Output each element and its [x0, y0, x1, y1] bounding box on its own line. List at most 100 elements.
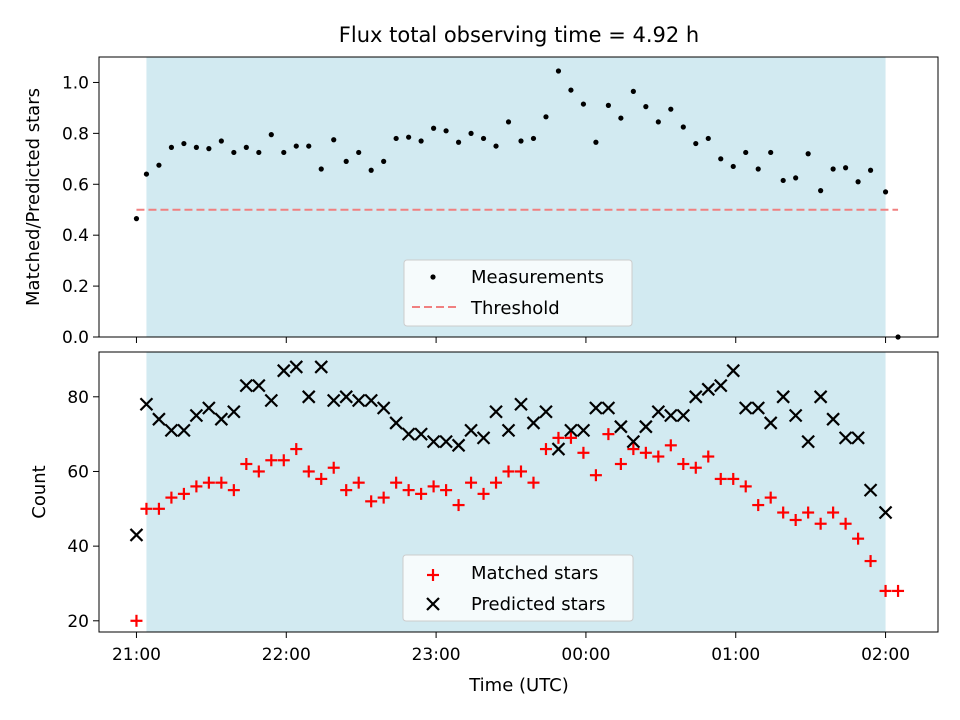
- predicted-stars-point: [776, 390, 790, 404]
- matched-stars-point: [839, 517, 852, 530]
- predicted-stars-point: [589, 401, 603, 415]
- predicted-stars-point: [713, 378, 728, 393]
- measurement-point: [331, 137, 337, 143]
- measurement-point: [818, 188, 824, 194]
- matched-stars-point: [539, 443, 552, 456]
- matched-stars-point: [827, 506, 840, 519]
- measurement-point: [256, 149, 262, 156]
- predicted-stars-point: [651, 404, 666, 419]
- measurement-point: [580, 101, 587, 107]
- matched-stars-point: [502, 465, 515, 478]
- matched-stars-point: [165, 491, 178, 504]
- matched-stars-point: [140, 502, 153, 515]
- predicted-stars-point: [189, 408, 204, 423]
- matched-stars-point: [465, 476, 478, 489]
- predicted-stars-point: [139, 397, 154, 412]
- matched-stars-point: [202, 476, 215, 489]
- measurement-point: [680, 124, 686, 130]
- matched-stars-point: [177, 487, 190, 500]
- measurement-point: [780, 177, 786, 184]
- measurement-point: [882, 189, 889, 195]
- count-xtick-label: 23:00: [412, 645, 461, 665]
- measurement-point: [281, 149, 287, 156]
- measurement-point: [231, 149, 237, 156]
- predicted-stars-point: [314, 360, 329, 374]
- measurement-point: [243, 144, 249, 150]
- predicted-stars-point: [389, 416, 403, 430]
- matched-stars-point: [689, 461, 702, 474]
- count-ytick-label: 60: [67, 462, 89, 482]
- measurement-point: [455, 139, 462, 145]
- matched-stars-point: [664, 439, 677, 452]
- matched-stars-point: [552, 431, 565, 444]
- predicted-stars-point: [551, 442, 566, 456]
- predicted-stars-point: [838, 431, 853, 445]
- matched-stars-point: [789, 514, 802, 526]
- measurement-point: [143, 171, 150, 177]
- predicted-stars-point: [439, 434, 453, 449]
- measurement-point: [843, 165, 849, 171]
- predicted-stars-point: [277, 363, 291, 378]
- matched-stars-point: [452, 499, 465, 512]
- predicted-stars-point: [264, 393, 279, 408]
- predicted-stars-point: [726, 363, 741, 378]
- matched-stars-point: [365, 495, 378, 508]
- chart-title: Flux total observing time = 4.92 h: [339, 23, 699, 47]
- matched-stars-point: [814, 517, 827, 530]
- ratio-ytick-label: 1.0: [62, 73, 89, 93]
- measurement-point: [193, 144, 199, 150]
- matched-stars-point: [240, 458, 253, 470]
- predicted-stars-point: [689, 390, 703, 404]
- matched-stars-point: [702, 450, 715, 463]
- measurement-point: [618, 115, 624, 121]
- ratio-ytick-label: 0.4: [62, 226, 89, 246]
- ratio-x-axis-ticks: [135, 337, 887, 343]
- measurement-point: [381, 158, 387, 164]
- predicted-stars-point: [878, 505, 893, 520]
- count-xtick-label: 22:00: [262, 645, 311, 665]
- matched-stars-point: [879, 584, 892, 597]
- matched-stars-point: [527, 476, 540, 489]
- predicted-stars-point: [626, 434, 641, 449]
- predicted-stars-point: [451, 438, 466, 453]
- measurement-point: [480, 135, 487, 142]
- matched-stars-point: [777, 506, 790, 519]
- measurement-point: [705, 135, 711, 142]
- matched-stars-point: [265, 454, 278, 467]
- matched-stars-point: [215, 476, 228, 489]
- measurement-point: [643, 104, 649, 110]
- ratio-ytick-label: 0.2: [62, 277, 89, 297]
- predicted-stars-point: [539, 404, 553, 419]
- matched-stars-point: [277, 454, 290, 467]
- predicted-stars-point: [252, 378, 266, 393]
- ratio-axes-frame: [98, 56, 939, 338]
- measurement-point: [268, 132, 274, 138]
- predicted-stars-point: [464, 423, 478, 438]
- measurement-point: [306, 143, 312, 149]
- measurement-point: [730, 163, 736, 170]
- matched-stars-point: [764, 491, 777, 504]
- measurement-point: [530, 135, 537, 142]
- measurement-point: [318, 166, 324, 172]
- count-legend-box: [402, 554, 634, 622]
- matched-stars-point: [427, 480, 440, 493]
- threshold-legend-label: Threshold: [470, 298, 560, 319]
- predicted-stars-point: [826, 412, 840, 426]
- measurement-point: [867, 167, 874, 173]
- matched-stars-point: [252, 465, 265, 478]
- predicted-stars-point: [763, 416, 778, 430]
- count-xtick-label: 01:00: [711, 645, 760, 665]
- matched-stars-point: [290, 443, 303, 456]
- predicted-stars-point: [863, 483, 878, 497]
- predicted-stars-point: [813, 390, 828, 404]
- measurement-point: [755, 166, 761, 172]
- count-ytick-label: 40: [67, 537, 89, 557]
- measurement-point: [668, 106, 674, 112]
- matched-stars-point: [564, 431, 577, 444]
- predicted-stars-point: [489, 404, 503, 419]
- matched-stars-point: [589, 469, 602, 482]
- predicted-legend-label: Predicted stars: [471, 594, 605, 615]
- predicted-stars-point: [501, 423, 516, 438]
